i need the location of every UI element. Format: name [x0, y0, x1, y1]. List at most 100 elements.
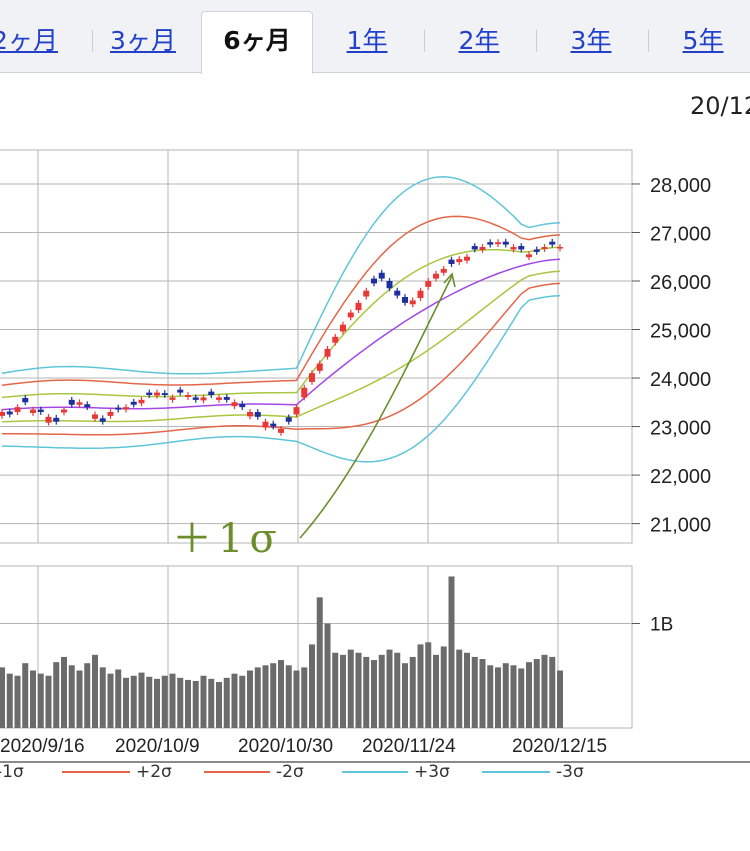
candle-body [45, 416, 52, 423]
candle-body [154, 392, 160, 396]
tab-2-years[interactable]: 2年 [458, 26, 500, 55]
candle-body [216, 397, 222, 400]
candle-body [37, 409, 44, 412]
candlesticks [0, 238, 563, 436]
tab-3-months[interactable]: 3ヶ月 [110, 26, 176, 55]
band-plus-1-sigma [1, 246, 561, 399]
candle-body [130, 401, 137, 405]
y-tick-label: 25,000 [650, 321, 711, 343]
volume-bar [223, 677, 230, 728]
legend-plus-2-sigma-label: +2σ [136, 762, 172, 782]
legend-swatch [342, 771, 408, 773]
band-plus-3-sigma [1, 176, 561, 375]
candle-body [68, 399, 75, 405]
band-moving-average [1, 258, 561, 411]
candle-body [231, 402, 238, 407]
candle-body [533, 249, 540, 252]
candle-body [262, 421, 269, 428]
volume-bar [301, 667, 308, 728]
volume-bar [479, 659, 486, 728]
volume-bar [456, 649, 463, 728]
chart-date-label: 20/12 [690, 92, 750, 120]
candle-body [192, 397, 199, 400]
volume-bar [425, 642, 432, 728]
band-minus-3-sigma [1, 294, 561, 463]
candle-body [386, 281, 393, 289]
volume-bar [84, 663, 91, 728]
volume-bar [402, 663, 408, 728]
volume-bar [448, 576, 455, 728]
volume-bar [107, 673, 114, 728]
volume-bar [464, 652, 470, 728]
volume-bar [371, 660, 377, 728]
candle-body [479, 247, 486, 250]
candle-body [464, 256, 470, 261]
tab-6-months[interactable]: 6ヶ月 [201, 11, 313, 74]
y-tick-label: 27,000 [650, 223, 711, 245]
volume-bar [270, 663, 277, 728]
candle-body [371, 278, 377, 284]
candle-body [76, 402, 83, 405]
volume-bar [53, 662, 60, 728]
volume-bar [541, 654, 548, 728]
candle-body [502, 241, 509, 245]
tab-separator [424, 30, 425, 52]
candle-body [177, 389, 184, 393]
volume-bar [154, 678, 160, 728]
volume-bar [92, 654, 98, 728]
candle-body [347, 312, 354, 318]
candle-body [332, 336, 339, 343]
volume-bar [76, 670, 83, 728]
candle-body [363, 290, 370, 297]
volume-bar [285, 665, 292, 728]
volume-bar [386, 649, 393, 728]
tab-2-months[interactable]: 2ヶ月 [0, 26, 58, 55]
volume-bar [316, 597, 323, 728]
candle-body [14, 407, 21, 412]
candle-body [53, 417, 60, 422]
legend-minus-2-sigma: -2σ [204, 762, 304, 782]
volume-bar [394, 652, 401, 728]
candle-body [293, 407, 300, 415]
legend-minus-1-sigma-label: -1σ [0, 762, 24, 782]
candle-body [239, 403, 246, 408]
volume-bar [30, 670, 36, 728]
volume-bar [510, 665, 517, 728]
candle-body [138, 399, 145, 404]
volume-bar [409, 656, 416, 728]
volume-bar [37, 673, 44, 728]
volume-bar [533, 659, 540, 728]
y-tick-label: 28,000 [650, 175, 711, 197]
volume-bar [363, 656, 370, 728]
candle-body [6, 411, 13, 415]
legend-plus-3-sigma-label: +3σ [414, 762, 450, 782]
volume-bar [0, 667, 5, 728]
candle-body [185, 395, 191, 397]
legend-swatch [204, 771, 270, 773]
volume-bar [557, 670, 563, 728]
candle-body [278, 428, 284, 433]
volume-bar [14, 675, 21, 728]
candle-body [169, 397, 176, 400]
volume-bar [61, 656, 67, 728]
tab-3-years[interactable]: 3年 [570, 26, 612, 55]
volume-bar [440, 646, 447, 728]
candle-body [340, 324, 346, 332]
x-axis-label: 2020/10/9 [115, 736, 200, 757]
tab-5-years[interactable]: 5年 [682, 26, 724, 55]
x-axis-label: 2020/10/30 [238, 736, 333, 757]
tab-1-year[interactable]: 1年 [346, 26, 388, 55]
volume-bar [340, 654, 346, 728]
candle-body [448, 259, 455, 265]
candle-body [324, 348, 331, 357]
candle-body [123, 407, 129, 410]
volume-bar [262, 665, 269, 728]
legend-plus-2-sigma: +2σ [62, 762, 172, 782]
candle-body [471, 246, 478, 250]
volume-bar [355, 652, 362, 728]
candle-body [557, 247, 563, 249]
volume-bars [0, 576, 563, 728]
legend-minus-3-sigma: -3σ [482, 762, 584, 782]
tab-separator [648, 30, 649, 52]
